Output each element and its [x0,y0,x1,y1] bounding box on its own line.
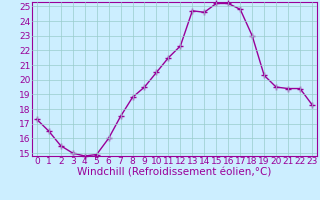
X-axis label: Windchill (Refroidissement éolien,°C): Windchill (Refroidissement éolien,°C) [77,168,272,178]
